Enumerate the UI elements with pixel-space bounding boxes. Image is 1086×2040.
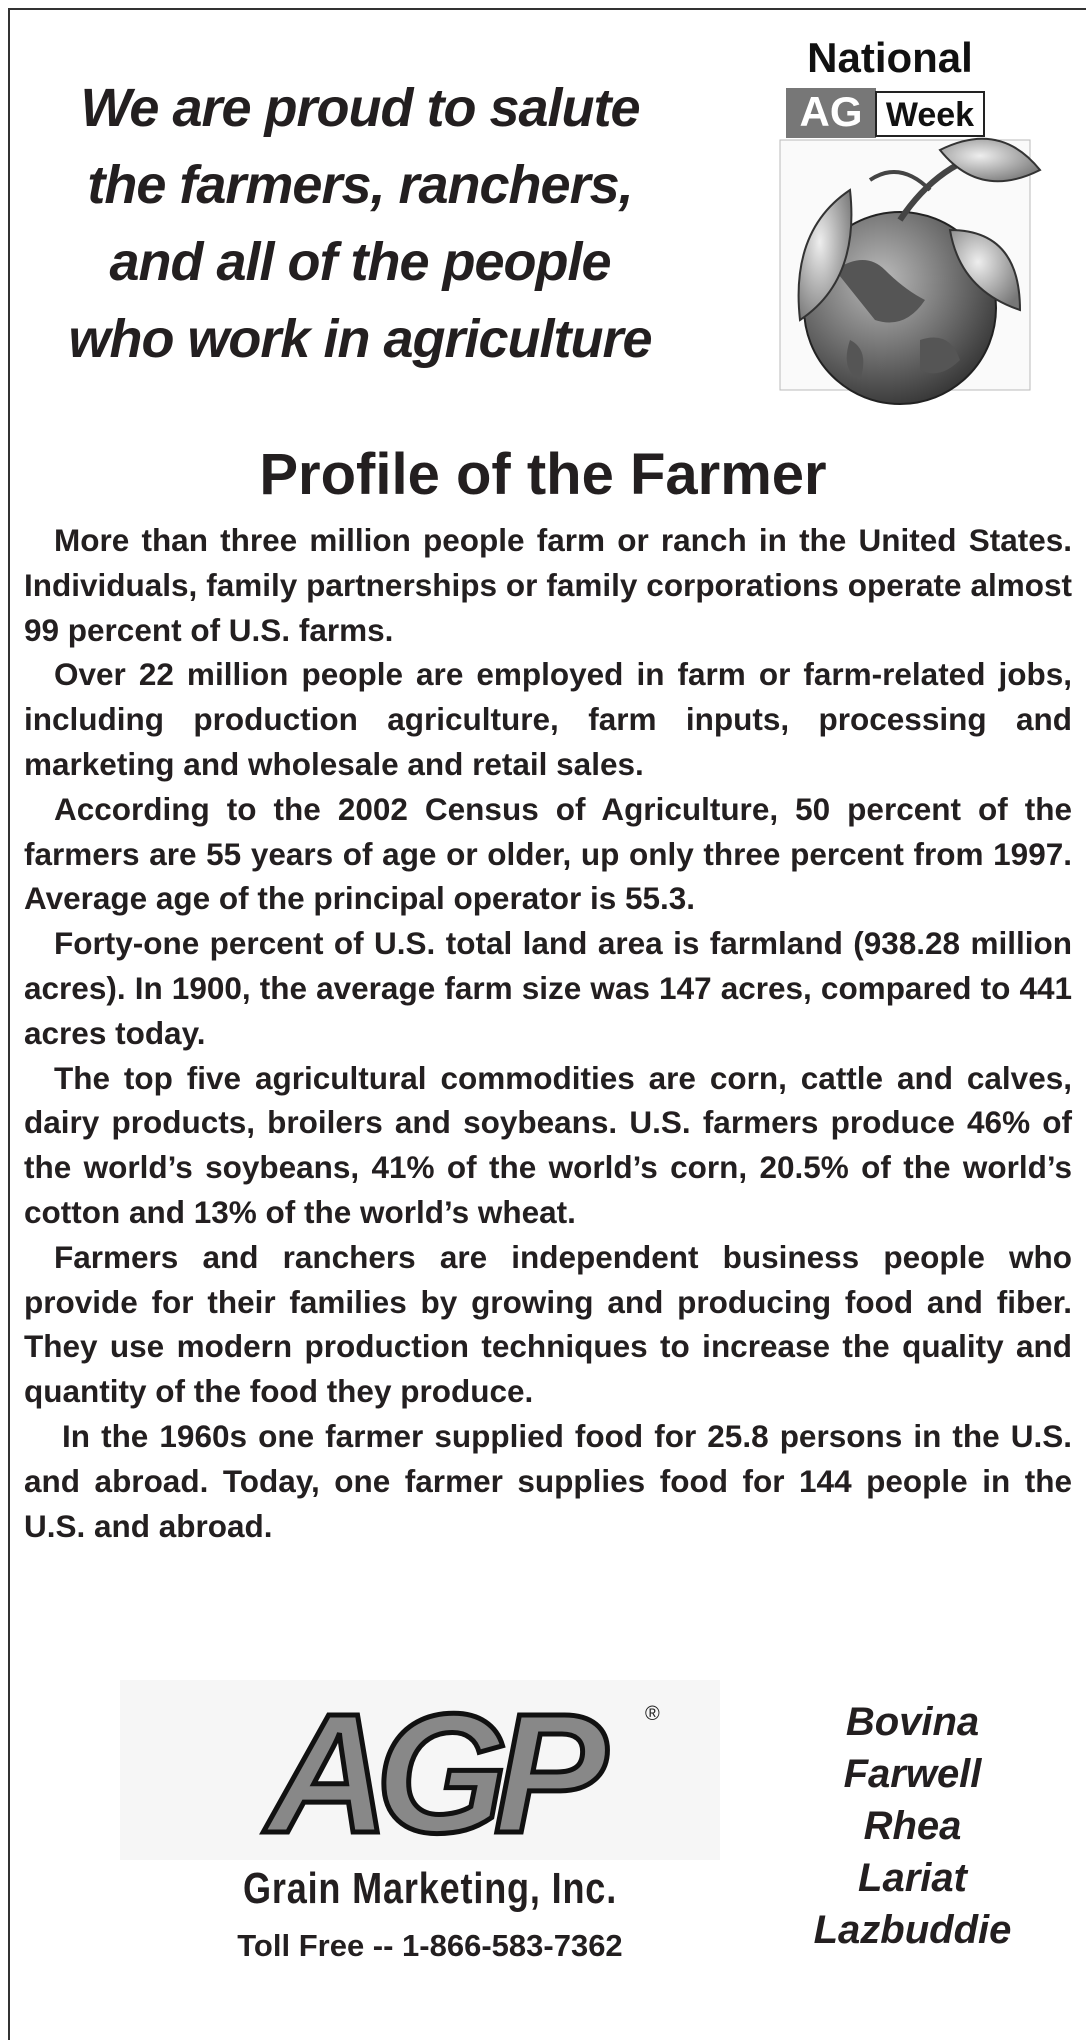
paragraph: In the 1960s one farmer supplied food fo… <box>24 1414 1072 1548</box>
company-name: Grain Marketing, Inc. <box>225 1864 635 1914</box>
title: Profile of the Farmer <box>0 440 1086 510</box>
headline-line: We are proud to salute <box>40 78 680 138</box>
location: Bovina <box>780 1696 1045 1748</box>
logo-ag: AG <box>800 88 863 135</box>
ag-week-logo: National AG Week <box>750 40 1060 410</box>
paragraph: The top five agricultural commodities ar… <box>24 1056 1072 1235</box>
paragraph: Over 22 million people are employed in f… <box>24 652 1072 786</box>
logo-week: Week <box>886 96 974 134</box>
location: Lazbuddie <box>780 1904 1045 1956</box>
headline-line: who work in agriculture <box>40 309 680 369</box>
headline-line: the farmers, ranchers, <box>40 155 680 215</box>
paragraph: More than three million people farm or r… <box>24 518 1072 652</box>
paragraph: According to the 2002 Census of Agricult… <box>24 787 1072 921</box>
location: Rhea <box>780 1800 1045 1852</box>
paragraph: Forty-one percent of U.S. total land are… <box>24 921 1072 1055</box>
registered-mark: ® <box>645 1703 660 1725</box>
location: Lariat <box>780 1852 1045 1904</box>
logo-national: National <box>807 40 973 81</box>
agp-logo: AGP ® <box>120 1680 720 1860</box>
headline-line: and all of the people <box>40 232 680 292</box>
page: {"header": {"headline": ["We are proud t… <box>0 0 1086 2023</box>
phone: Toll Free -- 1-866-583-7362 <box>150 1928 710 1964</box>
location: Farwell <box>780 1748 1045 1800</box>
agp-mark: AGP <box>263 1680 608 1860</box>
paragraph: Farmers and ranchers are independent bus… <box>24 1235 1072 1414</box>
body-text: More than three million people farm or r… <box>24 518 1072 1548</box>
